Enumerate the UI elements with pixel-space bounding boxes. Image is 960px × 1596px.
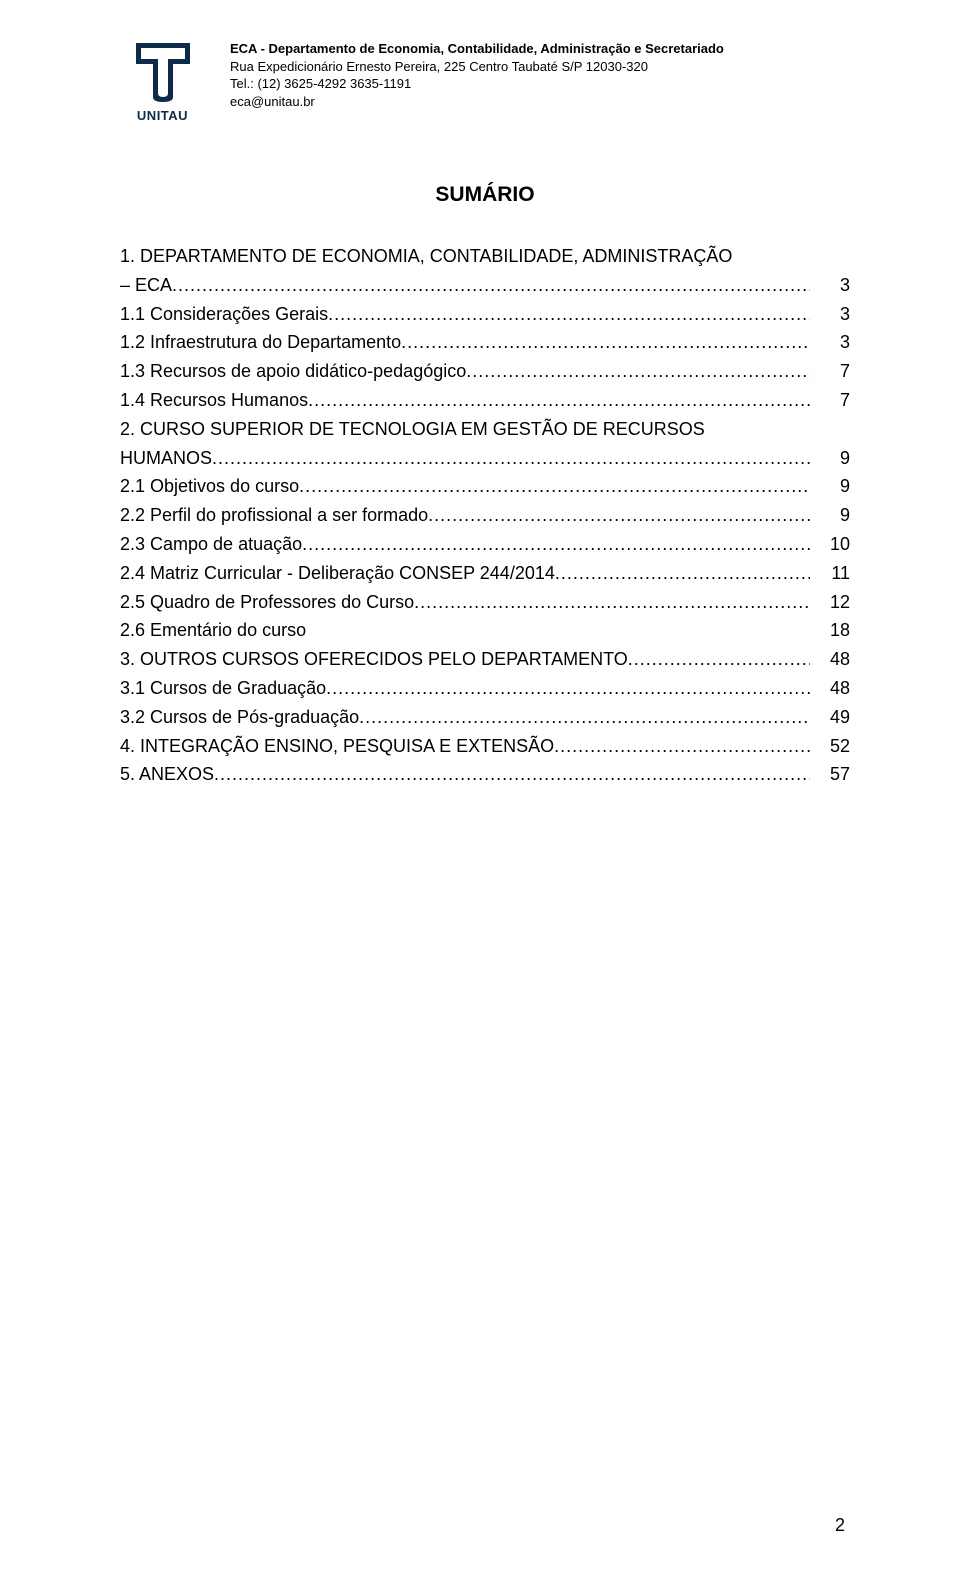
- toc-entry: 5. ANEXOS...............................…: [120, 760, 850, 789]
- toc-label-text: HUMANOS: [120, 444, 212, 473]
- toc-label: 1.1 Considerações Gerais................…: [120, 300, 810, 329]
- toc-leader-dots: ........................................…: [554, 732, 810, 761]
- toc-label: 2.4 Matriz Curricular - Deliberação CONS…: [120, 559, 810, 588]
- toc-entry: 1.4 Recursos Humanos....................…: [120, 386, 850, 415]
- toc-label-text: 2.1 Objetivos do curso: [120, 472, 299, 501]
- toc-label: 1.4 Recursos Humanos....................…: [120, 386, 810, 415]
- toc-entry: 2.1 Objetivos do curso..................…: [120, 472, 850, 501]
- toc-page-number: 3: [810, 300, 850, 329]
- toc-leader-dots: ........................................…: [628, 645, 810, 674]
- toc-leader-dots: ........................................…: [214, 760, 810, 789]
- toc-label: 3.2 Cursos de Pós-graduação.............…: [120, 703, 810, 732]
- logo-block: UNITAU: [120, 40, 205, 123]
- page-title: SUMÁRIO: [120, 183, 850, 207]
- toc-entry: 2.6 Ementário do curso 18: [120, 616, 850, 645]
- toc-label: 3. OUTROS CURSOS OFERECIDOS PELO DEPARTA…: [120, 645, 810, 674]
- toc-label: 2.3 Campo de atuação....................…: [120, 530, 810, 559]
- letterhead-text: ECA - Departamento de Economia, Contabil…: [230, 40, 724, 110]
- toc-label: HUMANOS.................................…: [120, 444, 810, 473]
- toc-entry: HUMANOS.................................…: [120, 444, 850, 473]
- dept-email: eca@unitau.br: [230, 93, 724, 111]
- toc-page-number: 10: [810, 530, 850, 559]
- toc-entry: 2.5 Quadro de Professores do Curso......…: [120, 588, 850, 617]
- toc-entry: 1.2 Infraestrutura do Departamento......…: [120, 328, 850, 357]
- toc-leader-dots: ........................................…: [302, 530, 810, 559]
- toc-label-text: 2.3 Campo de atuação: [120, 530, 302, 559]
- letterhead: UNITAU ECA - Departamento de Economia, C…: [120, 40, 850, 123]
- toc-leader-dots: ........................................…: [428, 501, 810, 530]
- toc-page-number: 7: [810, 357, 850, 386]
- toc-label-text: 2.6 Ementário do curso: [120, 616, 306, 645]
- toc-leader-dots: ........................................…: [359, 703, 810, 732]
- toc-leader-dots: ........................................…: [172, 271, 810, 300]
- toc-label: 3.1 Cursos de Graduação.................…: [120, 674, 810, 703]
- toc-page-number: 12: [810, 588, 850, 617]
- toc-page-number: 9: [810, 444, 850, 473]
- toc-leader-dots: ........................................…: [299, 472, 810, 501]
- toc-label: 5. ANEXOS...............................…: [120, 760, 810, 789]
- toc-label-text: 2.5 Quadro de Professores do Curso: [120, 588, 414, 617]
- toc-label: 2.1 Objetivos do curso..................…: [120, 472, 810, 501]
- toc-leader-dots: ........................................…: [212, 444, 810, 473]
- toc-label: – ECA...................................…: [120, 271, 810, 300]
- toc-label-text: 4. INTEGRAÇÃO ENSINO, PESQUISA E EXTENSÃ…: [120, 732, 554, 761]
- toc-entry: 3. OUTROS CURSOS OFERECIDOS PELO DEPARTA…: [120, 645, 850, 674]
- toc-page-number: 9: [810, 501, 850, 530]
- toc-entry: 4. INTEGRAÇÃO ENSINO, PESQUISA E EXTENSÃ…: [120, 732, 850, 761]
- toc-page-number: 49: [810, 703, 850, 732]
- toc-leader-dots: ........................................…: [308, 386, 810, 415]
- toc-page-number: 57: [810, 760, 850, 789]
- toc-entry: 2.3 Campo de atuação....................…: [120, 530, 850, 559]
- dept-phone: Tel.: (12) 3625-4292 3635-1191: [230, 75, 724, 93]
- toc-page-number: 3: [810, 328, 850, 357]
- toc-entry: 2.2 Perfil do profissional a ser formado…: [120, 501, 850, 530]
- toc-entry-line1: 2. CURSO SUPERIOR DE TECNOLOGIA EM GESTÃ…: [120, 415, 850, 444]
- toc-page-number: 48: [810, 674, 850, 703]
- toc-page-number: 3: [810, 271, 850, 300]
- toc-label-text: 5. ANEXOS: [120, 760, 214, 789]
- toc-leader-dots: ........................................…: [326, 674, 810, 703]
- toc-label: 1.3 Recursos de apoio didático-pedagógic…: [120, 357, 810, 386]
- toc-entry: 3.2 Cursos de Pós-graduação.............…: [120, 703, 850, 732]
- toc-entry: 1.3 Recursos de apoio didático-pedagógic…: [120, 357, 850, 386]
- toc-label: 2.2 Perfil do profissional a ser formado…: [120, 501, 810, 530]
- toc-leader-dots: ........................................…: [414, 588, 810, 617]
- dept-address: Rua Expedicionário Ernesto Pereira, 225 …: [230, 58, 724, 76]
- toc-entry: 2.4 Matriz Curricular - Deliberação CONS…: [120, 559, 850, 588]
- toc-label-text: 1.2 Infraestrutura do Departamento: [120, 328, 401, 357]
- toc-page-number: 48: [810, 645, 850, 674]
- toc-entry-line1: 1. DEPARTAMENTO DE ECONOMIA, CONTABILIDA…: [120, 242, 850, 271]
- page-container: UNITAU ECA - Departamento de Economia, C…: [0, 0, 960, 829]
- toc-label-text: 1.1 Considerações Gerais: [120, 300, 328, 329]
- toc-label: 2.6 Ementário do curso: [120, 616, 306, 645]
- toc-entry: – ECA...................................…: [120, 271, 850, 300]
- toc-leader-dots: ........................................…: [555, 559, 810, 588]
- toc-label: 2.5 Quadro de Professores do Curso......…: [120, 588, 810, 617]
- toc-label-text: 2.2 Perfil do profissional a ser formado: [120, 501, 428, 530]
- toc-entry: 1.1 Considerações Gerais................…: [120, 300, 850, 329]
- toc-label-text: 3.1 Cursos de Graduação: [120, 674, 326, 703]
- toc-page-number: 9: [810, 472, 850, 501]
- toc-label: 4. INTEGRAÇÃO ENSINO, PESQUISA E EXTENSÃ…: [120, 732, 810, 761]
- toc-label-text: 3. OUTROS CURSOS OFERECIDOS PELO DEPARTA…: [120, 645, 628, 674]
- toc-leader-dots: ........................................…: [401, 328, 810, 357]
- unitau-logo-icon: [133, 40, 193, 102]
- page-number: 2: [835, 1515, 845, 1536]
- toc-entry: 3.1 Cursos de Graduação.................…: [120, 674, 850, 703]
- toc-label: 1.2 Infraestrutura do Departamento......…: [120, 328, 810, 357]
- toc-label-text: 2.4 Matriz Curricular - Deliberação CONS…: [120, 559, 555, 588]
- toc-label-text: 1.3 Recursos de apoio didático-pedagógic…: [120, 357, 466, 386]
- toc-page-number: 7: [810, 386, 850, 415]
- table-of-contents: 1. DEPARTAMENTO DE ECONOMIA, CONTABILIDA…: [120, 242, 850, 789]
- dept-name: ECA - Departamento de Economia, Contabil…: [230, 40, 724, 58]
- toc-leader-dots: ........................................…: [466, 357, 810, 386]
- toc-page-number: 52: [810, 732, 850, 761]
- toc-page-number: 18: [810, 616, 850, 645]
- toc-label-text: 3.2 Cursos de Pós-graduação: [120, 703, 359, 732]
- toc-page-number: 11: [810, 559, 850, 588]
- logo-text: UNITAU: [137, 108, 188, 123]
- toc-leader-dots: ........................................…: [328, 300, 810, 329]
- toc-label-text: – ECA: [120, 271, 172, 300]
- toc-label-text: 1.4 Recursos Humanos: [120, 386, 308, 415]
